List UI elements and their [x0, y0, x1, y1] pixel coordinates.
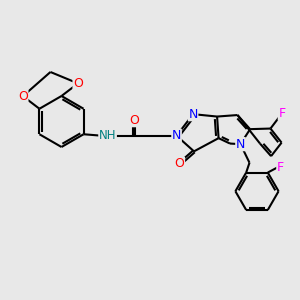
Text: O: O [175, 158, 184, 170]
Text: NH: NH [99, 129, 116, 142]
Text: O: O [129, 114, 139, 127]
Text: N: N [188, 108, 198, 121]
Text: O: O [18, 90, 28, 103]
Text: N: N [236, 138, 245, 151]
Text: N: N [172, 129, 181, 142]
Text: F: F [277, 160, 284, 174]
Text: O: O [73, 77, 83, 90]
Text: F: F [278, 107, 285, 120]
